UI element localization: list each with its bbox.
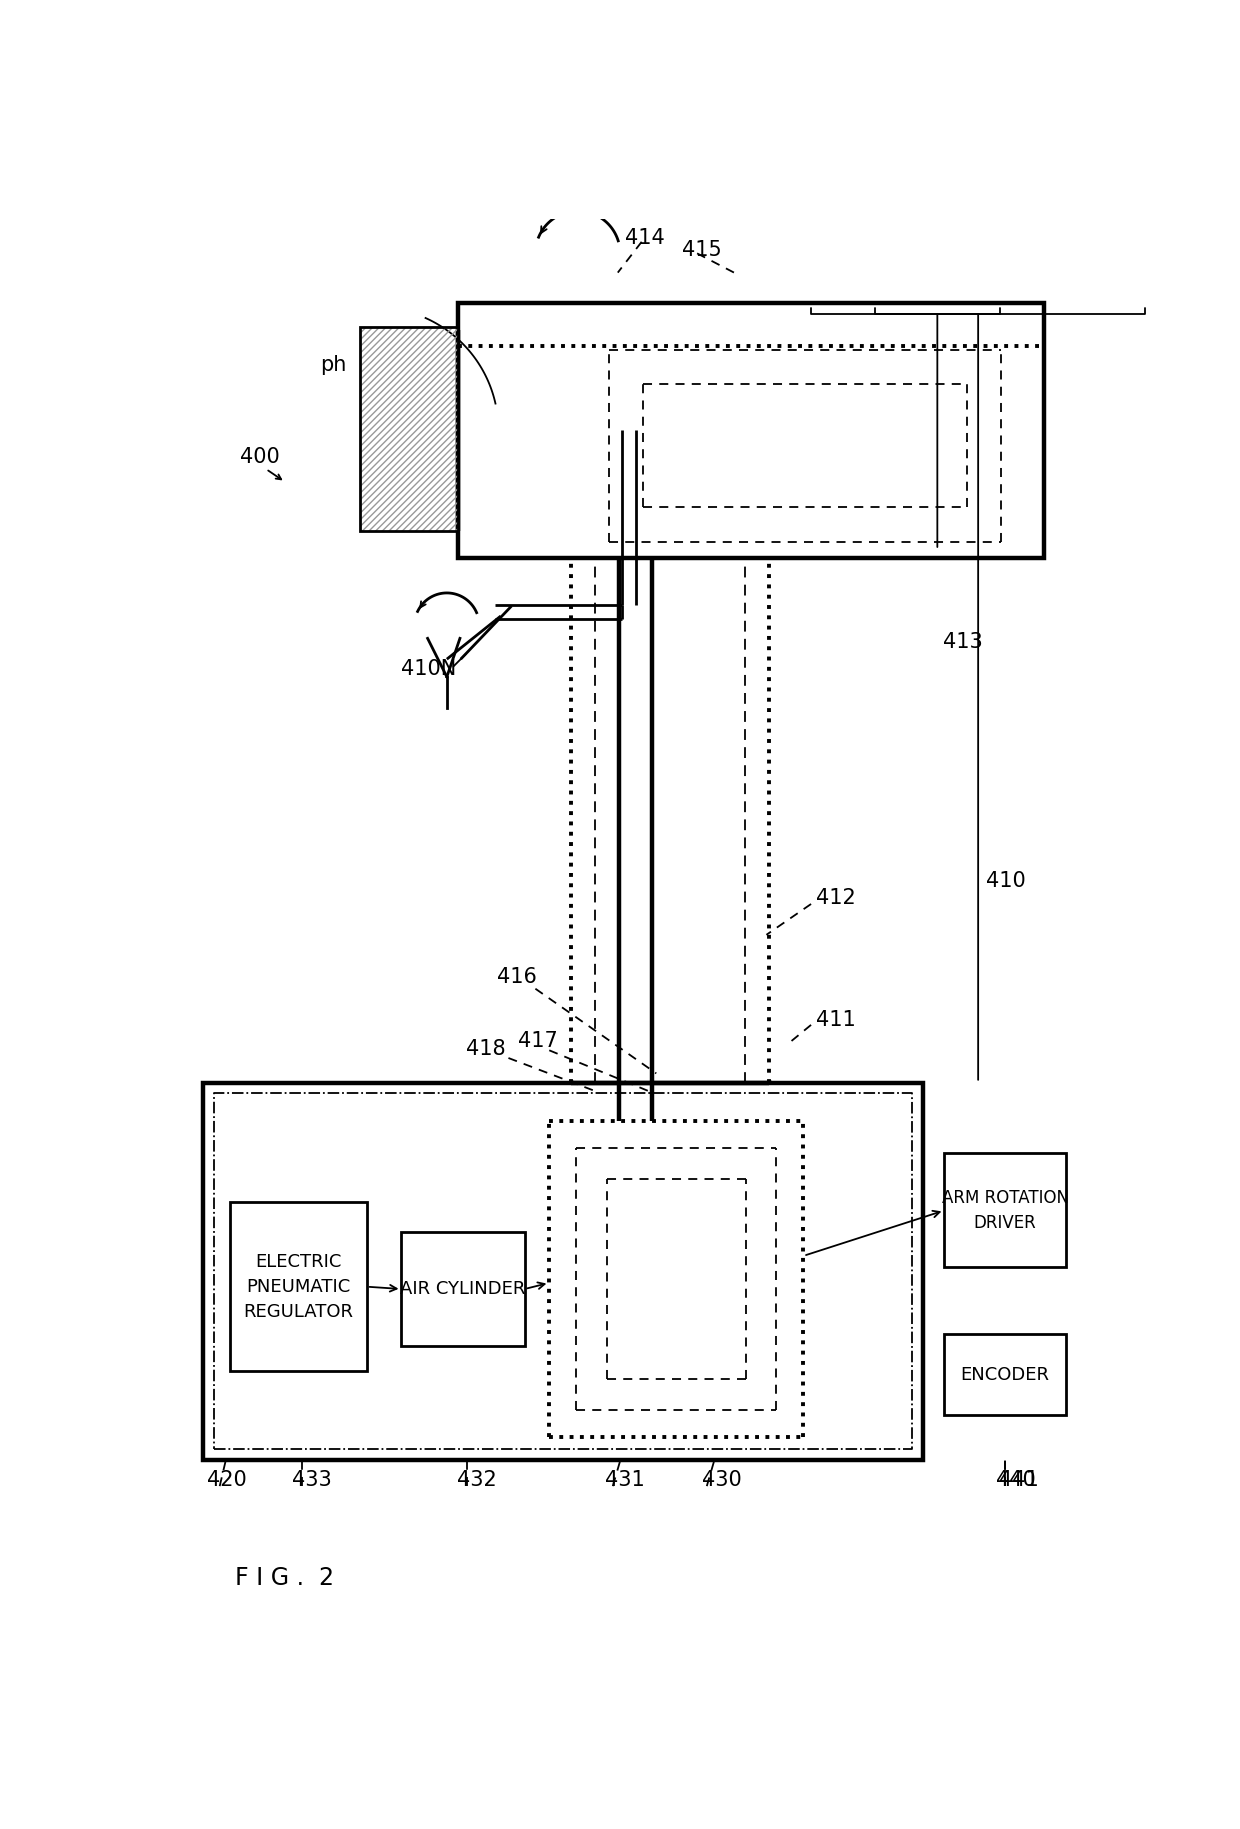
Bar [402, 1233, 525, 1346]
Text: 417: 417 [518, 1032, 558, 1052]
Text: 420: 420 [207, 1471, 247, 1491]
Text: 412: 412 [816, 887, 856, 907]
Text: ENCODER: ENCODER [961, 1366, 1049, 1385]
Text: ELECTRIC
PNEUMATIC
REGULATOR: ELECTRIC PNEUMATIC REGULATOR [243, 1253, 353, 1321]
Text: 400: 400 [241, 448, 280, 468]
Text: 411: 411 [816, 1010, 856, 1030]
Text: ARM ROTATION
DRIVER: ARM ROTATION DRIVER [941, 1189, 1069, 1233]
Text: 418: 418 [466, 1039, 506, 1059]
Text: 432: 432 [456, 1471, 496, 1491]
Bar [945, 1154, 1066, 1267]
Text: 440: 440 [996, 1471, 1035, 1491]
Text: 414: 414 [625, 229, 665, 249]
Bar [360, 327, 459, 530]
Text: 410N: 410N [401, 658, 456, 679]
Text: 441: 441 [999, 1471, 1039, 1491]
Text: 413: 413 [944, 633, 983, 653]
Bar [203, 1083, 923, 1460]
Text: 415: 415 [682, 240, 722, 260]
Text: AIR CYLINDER: AIR CYLINDER [401, 1280, 526, 1299]
Text: F I G .  2: F I G . 2 [236, 1566, 334, 1589]
Text: ph: ph [320, 355, 346, 375]
Text: 431: 431 [605, 1471, 645, 1491]
Bar [459, 304, 1044, 558]
Bar [360, 327, 459, 530]
Text: 410: 410 [986, 871, 1025, 891]
Bar [229, 1202, 367, 1372]
Bar [945, 1335, 1066, 1416]
Text: 430: 430 [702, 1471, 742, 1491]
Text: 416: 416 [497, 968, 537, 988]
Text: 433: 433 [293, 1471, 332, 1491]
